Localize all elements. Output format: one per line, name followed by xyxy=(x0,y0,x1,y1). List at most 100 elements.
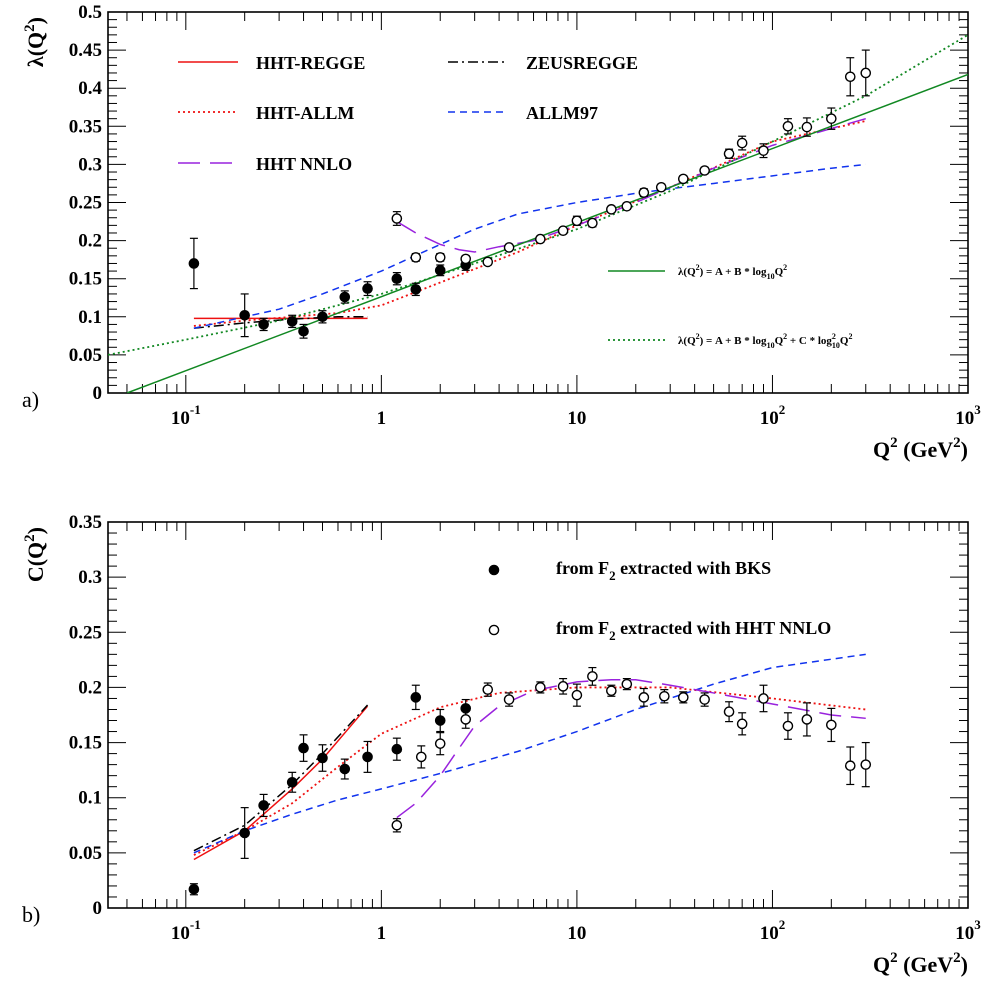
legend-marker-filled xyxy=(488,564,500,576)
data-point-open xyxy=(782,121,794,132)
data-point-open xyxy=(826,113,837,124)
x-tick-label: 1 xyxy=(377,923,387,944)
y-tick-label: 0.15 xyxy=(69,733,102,754)
panel-label: b) xyxy=(22,902,40,927)
fit-legend-entry: λ(Q2) = A + B * log10Q2 xyxy=(608,263,787,281)
y-tick-label: 0.5 xyxy=(78,2,102,23)
data-point-open xyxy=(699,165,710,176)
data-point-open xyxy=(535,682,546,693)
data-point-open xyxy=(677,173,689,185)
data-point-open xyxy=(587,671,598,682)
y-title-sup: 2 xyxy=(22,24,38,32)
y-title-sup: 2 xyxy=(22,534,38,542)
data-point-open xyxy=(621,201,633,212)
marker-legend-entry: from F2 extracted with BKS xyxy=(488,558,771,583)
x-tick-label: 103 xyxy=(955,917,981,944)
y-tick-label: 0 xyxy=(93,898,103,919)
fit-formula-part: ) = A + B * log xyxy=(700,266,767,278)
x-tick-label: 10 xyxy=(567,923,586,944)
x-title-sup1: 2 xyxy=(890,435,898,451)
y-title-end: ) xyxy=(23,17,48,24)
x-tick-exponent: 2 xyxy=(779,402,786,417)
data-point-open xyxy=(503,242,515,253)
legend-text-sub: 2 xyxy=(609,568,616,583)
legend-text-sub: 2 xyxy=(609,628,616,643)
curve-hht-nnlo xyxy=(396,678,866,819)
x-tick-label: 10-1 xyxy=(171,917,201,944)
x-axis-title: Q2 (GeV2) xyxy=(873,435,968,462)
x-title-mid: (GeV xyxy=(898,437,954,462)
y-tick-label: 0.15 xyxy=(69,269,102,290)
data-point-open xyxy=(557,681,569,692)
fit-formula-part: + C * log xyxy=(787,335,832,347)
fit-formula: λ(Q2) = A + B * log10Q2 xyxy=(678,263,787,281)
data-point-open xyxy=(699,694,710,705)
data-point-open xyxy=(606,685,617,697)
curve-hht-allm xyxy=(193,120,866,327)
x-tick-base: 10 xyxy=(567,408,586,429)
x-tick-label: 102 xyxy=(760,402,786,429)
data-point-filled xyxy=(298,325,309,337)
x-tick-base: 1 xyxy=(377,408,387,429)
x-tick-base: 1 xyxy=(377,923,387,944)
x-tick-label: 102 xyxy=(760,917,786,944)
data-point-open xyxy=(482,256,494,268)
data-point-open xyxy=(844,760,856,772)
data-point-filled xyxy=(258,800,269,811)
data-point-open xyxy=(655,181,667,193)
curve-hht-regge xyxy=(193,705,369,861)
data-point-filled xyxy=(239,827,250,839)
data-point-open xyxy=(801,121,813,133)
legend-text-post: extracted with HHT NNLO xyxy=(616,618,832,638)
curve-allm97 xyxy=(193,653,866,854)
legend-entry: HHT NNLO xyxy=(178,154,352,174)
data-point-filled xyxy=(258,319,269,330)
data-point-filled xyxy=(298,742,309,754)
x-tick-base: 10 xyxy=(171,923,190,944)
data-point-open xyxy=(391,213,403,224)
x-tick-base: 10 xyxy=(955,408,974,429)
data-point-open xyxy=(460,714,472,725)
x-tick-label: 103 xyxy=(955,402,981,429)
data-point-open xyxy=(736,137,748,149)
x-tick-exponent: 3 xyxy=(974,917,981,932)
legend-entry: ZEUSREGGE xyxy=(448,53,638,73)
data-point-open xyxy=(723,706,735,717)
x-title-end: ) xyxy=(961,952,968,977)
x-tick-base: 10 xyxy=(760,408,779,429)
plot-frame xyxy=(107,521,969,909)
data-point-filled xyxy=(188,258,200,269)
data-point-open xyxy=(460,253,472,265)
data-point-open xyxy=(736,718,748,730)
data-point-open xyxy=(434,738,446,749)
y-axis-title: λ(Q2) xyxy=(22,17,48,67)
data-point-open xyxy=(826,719,837,731)
data-point-open xyxy=(758,693,769,704)
fit-formula-part: λ(Q xyxy=(678,335,696,347)
marker-legend-label: from F2 extracted with BKS xyxy=(556,558,771,583)
data-point-filled xyxy=(286,776,298,788)
y-tick-label: 0.3 xyxy=(78,567,102,588)
y-tick-label: 0.4 xyxy=(78,78,102,99)
data-point-open xyxy=(415,751,427,763)
legend-marker-open xyxy=(488,624,500,636)
data-point-open xyxy=(782,720,794,732)
y-tick-label: 0.05 xyxy=(69,843,102,864)
panel-a: 00.050.10.150.20.250.30.350.40.450.510-1… xyxy=(22,2,981,462)
fit-formula-sup: 2 xyxy=(848,332,852,341)
data-points xyxy=(188,49,872,339)
y-tick-label: 0.2 xyxy=(78,677,102,698)
legend-text-pre: from F xyxy=(556,618,609,638)
fit-formula-sup: 2 xyxy=(696,332,700,341)
y-tick-label: 0.25 xyxy=(69,193,102,214)
fit-formula-part: ) = A + B * log xyxy=(700,335,767,347)
curve-hht-allm xyxy=(193,686,866,856)
x-axis-title: Q2 (GeV2) xyxy=(873,950,968,977)
legend-label: HHT-REGGE xyxy=(256,53,365,73)
y-title-main: λ(Q xyxy=(23,32,48,67)
data-point-open xyxy=(621,678,633,690)
y-title-main: C(Q xyxy=(23,542,48,582)
data-point-open xyxy=(801,714,813,725)
legend-label: HHT-ALLM xyxy=(256,103,354,123)
